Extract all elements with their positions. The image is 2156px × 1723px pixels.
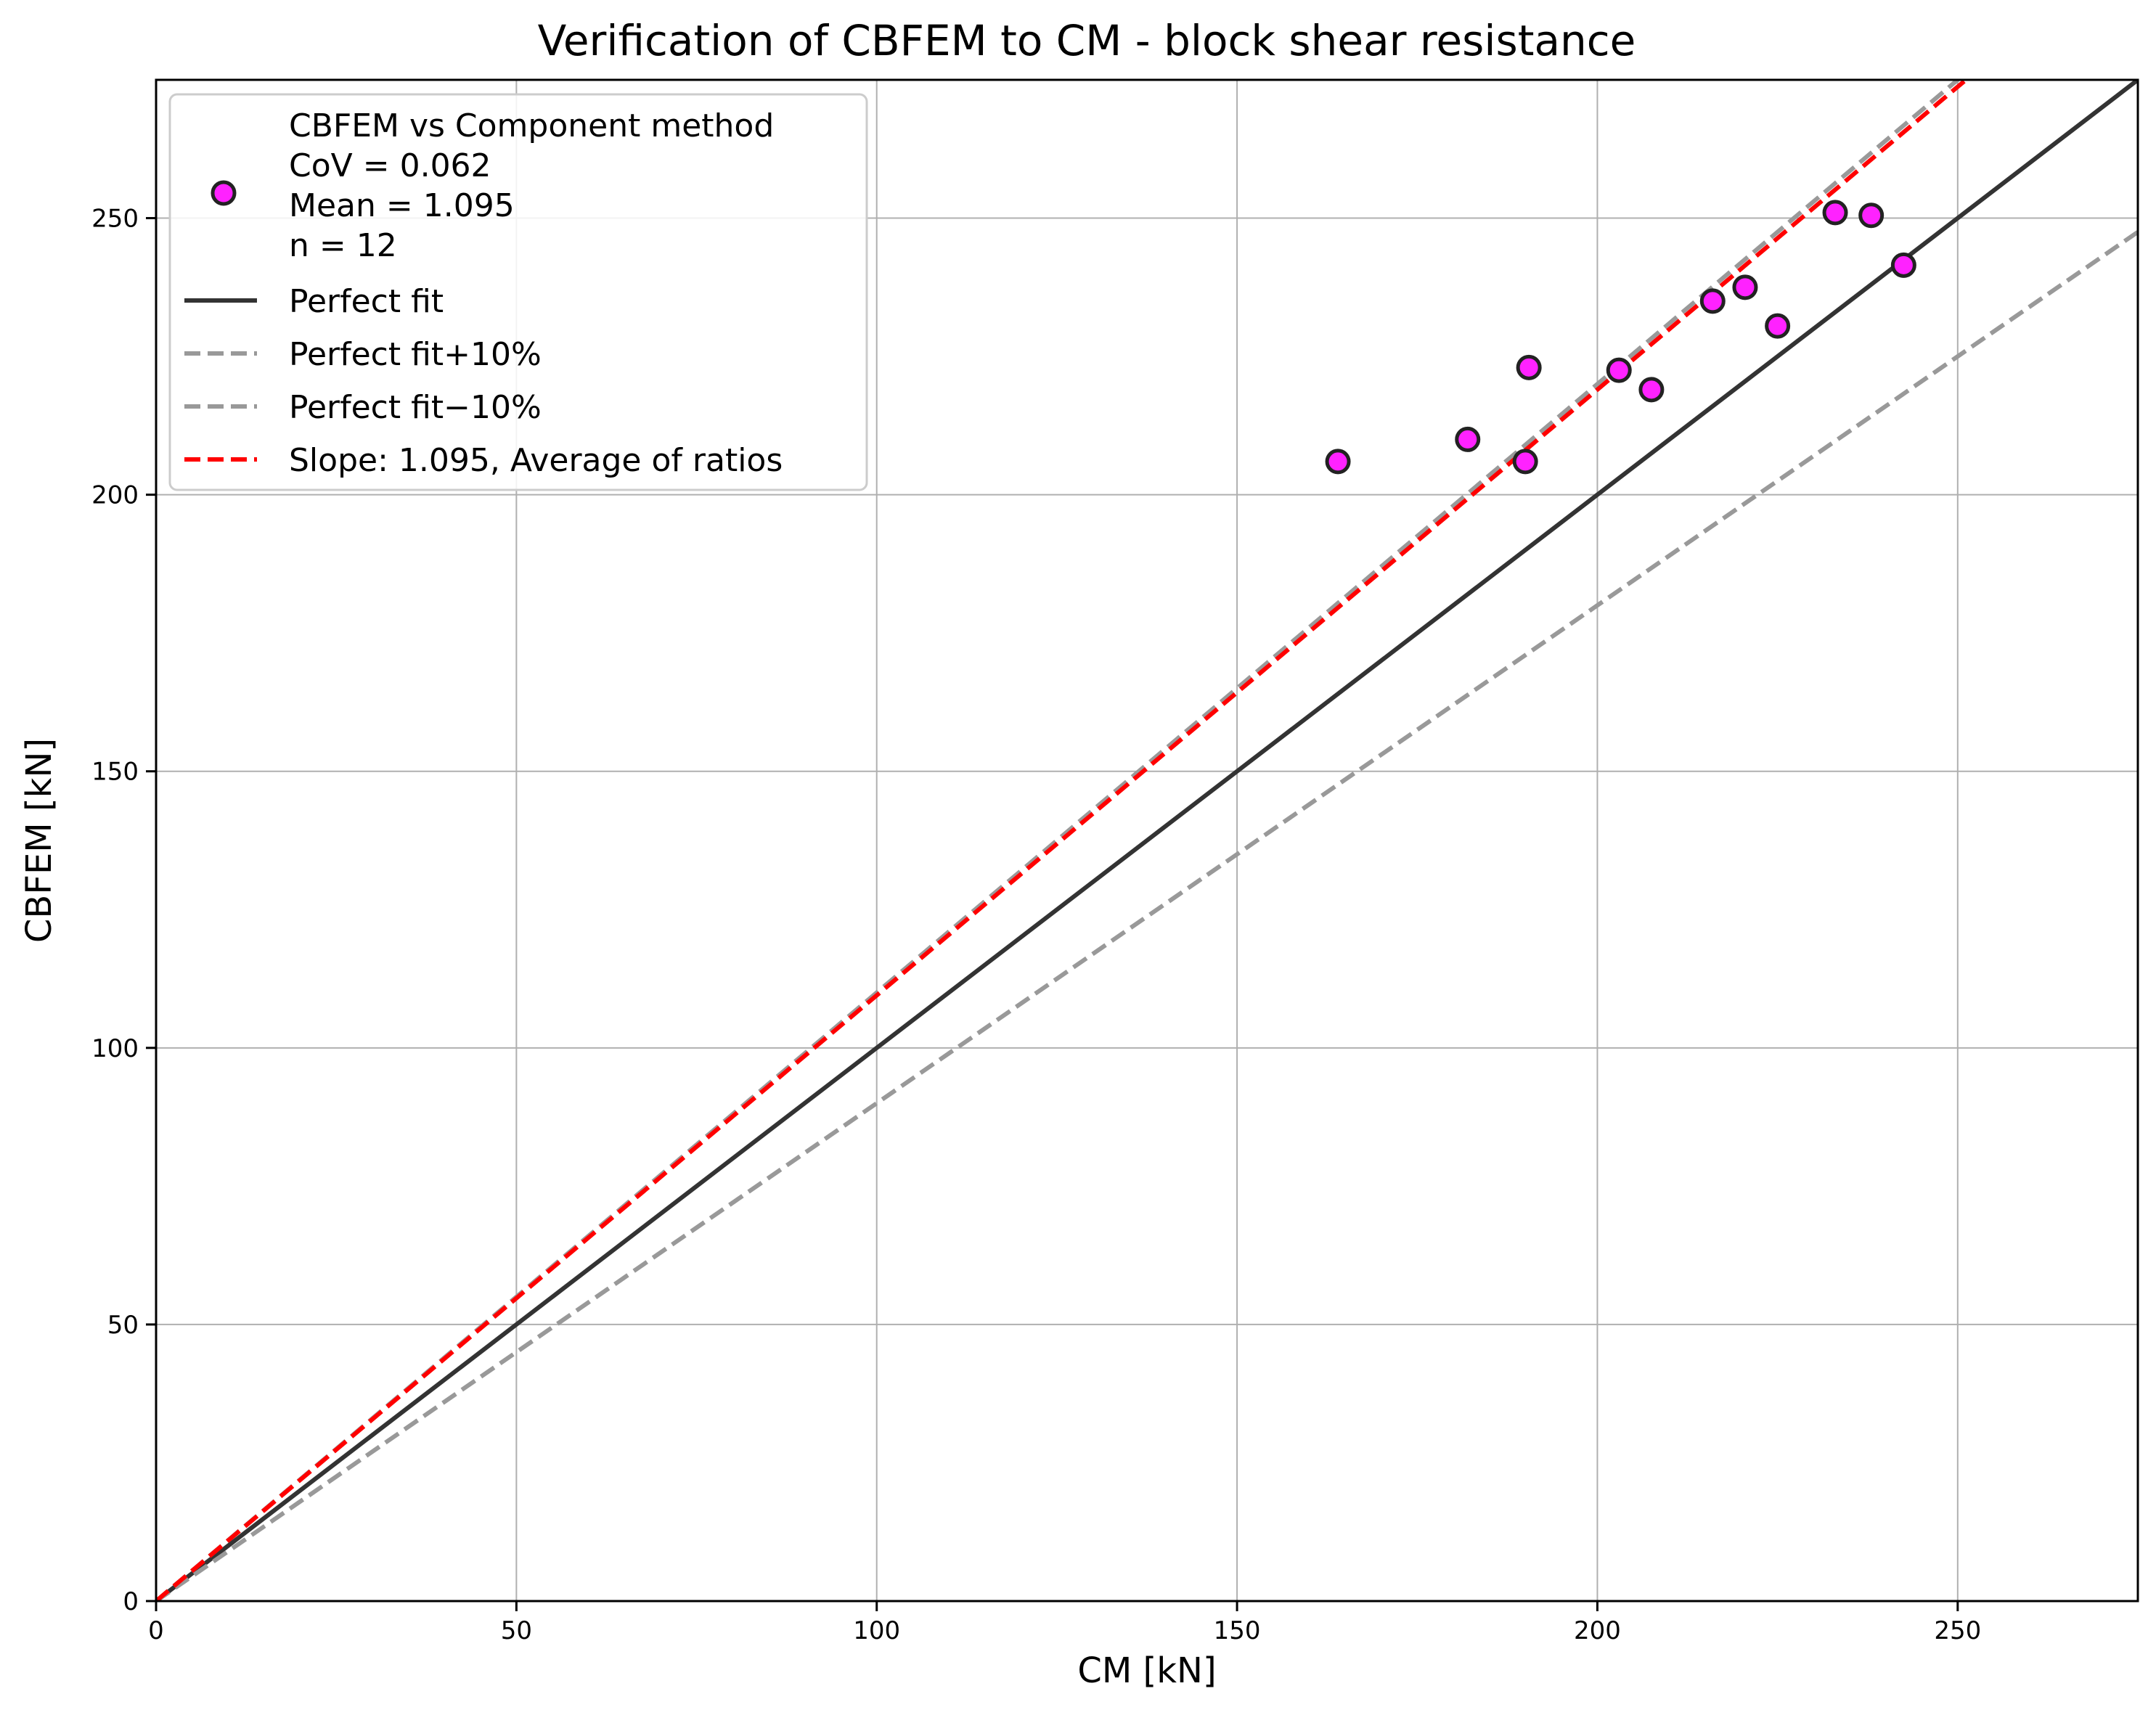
y-tick-label: 200 (91, 481, 139, 510)
legend-box (168, 93, 868, 491)
ref-line-3 (156, 80, 1969, 1601)
scatter-point (1765, 313, 1791, 339)
x-tick-label: 150 (1214, 1616, 1261, 1645)
scatter-point (1732, 274, 1758, 300)
legend-minus10-label: Perfect fit−10% (289, 389, 542, 426)
scatter-point (1455, 426, 1481, 452)
x-tick-label: 250 (1934, 1616, 1981, 1645)
scatter-points (1325, 200, 1916, 475)
y-axis-label: CBFEM [kN] (19, 738, 60, 943)
axis-ticks: 0 50 100 150 200 250 0 50 100 150 200 250 (91, 205, 1981, 1645)
scatter-point (1638, 377, 1665, 403)
ref-line-2 (156, 230, 2138, 1601)
scatter-point (1822, 200, 1848, 226)
x-tick-label: 0 (148, 1616, 164, 1645)
legend-mean-label: Mean = 1.095 (289, 187, 515, 224)
x-tick-label: 200 (1574, 1616, 1621, 1645)
x-tick-label: 50 (501, 1616, 532, 1645)
y-tick-label: 50 (107, 1311, 139, 1340)
legend-plus10-label: Perfect fit+10% (289, 336, 542, 373)
chart-title: Verification of CBFEM to CM - block shea… (538, 16, 1636, 65)
y-tick-label: 250 (91, 205, 139, 234)
y-tick-label: 0 (123, 1587, 139, 1616)
legend-slope-label: Slope: 1.095, Average of ratios (289, 442, 783, 479)
scatter-point (1325, 449, 1351, 475)
x-tick-label: 100 (853, 1616, 900, 1645)
y-tick-label: 100 (91, 1034, 139, 1063)
legend-scatter-label: CBFEM vs Component method (289, 107, 774, 144)
y-tick-label: 150 (91, 758, 139, 787)
scatter-point (1858, 202, 1885, 229)
scatter-point (1890, 252, 1916, 278)
x-axis-label: CM [kN] (1077, 1650, 1216, 1691)
legend-scatter-marker (211, 180, 237, 206)
legend-perfect-fit-label: Perfect fit (289, 283, 444, 320)
scatter-point (1512, 449, 1538, 475)
scatter-point (1606, 357, 1632, 383)
plot-frame (155, 78, 2139, 1603)
legend: CBFEM vs Component method CoV = 0.062 Me… (168, 93, 868, 491)
reference-lines (156, 80, 2138, 1601)
legend-cov-label: CoV = 0.062 (289, 147, 491, 184)
scatter-point (1516, 354, 1542, 380)
ref-line-0 (156, 80, 2138, 1601)
legend-n-label: n = 12 (289, 227, 397, 264)
scatter-point (1699, 288, 1726, 314)
